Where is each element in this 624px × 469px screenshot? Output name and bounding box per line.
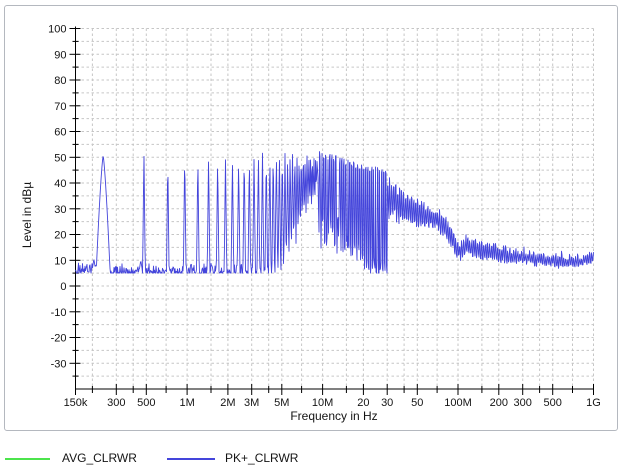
- svg-text:90: 90: [54, 49, 66, 61]
- svg-text:40: 40: [54, 178, 66, 190]
- svg-text:30: 30: [54, 204, 66, 216]
- svg-text:30: 30: [381, 397, 393, 409]
- svg-text:2M: 2M: [220, 397, 235, 409]
- svg-text:10M: 10M: [312, 397, 333, 409]
- svg-text:500: 500: [137, 397, 155, 409]
- svg-text:100: 100: [48, 24, 66, 36]
- svg-text:50: 50: [411, 397, 423, 409]
- svg-text:5M: 5M: [274, 397, 289, 409]
- chart-frame: [4, 5, 618, 431]
- legend-line-pk-clrwr: [167, 458, 215, 460]
- svg-text:1M: 1M: [179, 397, 194, 409]
- y-axis-title: Level in dBµ: [20, 181, 34, 249]
- svg-text:100M: 100M: [444, 397, 472, 409]
- svg-text:500: 500: [544, 397, 562, 409]
- svg-text:150k: 150k: [64, 397, 88, 409]
- svg-text:-20: -20: [51, 333, 67, 345]
- legend-line-avg-clrwr: [5, 458, 50, 460]
- x-axis-title: Frequency in Hz: [290, 409, 378, 423]
- svg-text:20: 20: [54, 230, 66, 242]
- svg-text:300: 300: [107, 397, 125, 409]
- svg-text:-10: -10: [51, 307, 67, 319]
- svg-text:80: 80: [54, 75, 66, 87]
- svg-text:0: 0: [60, 281, 66, 293]
- svg-text:70: 70: [54, 101, 66, 113]
- svg-text:300: 300: [514, 397, 532, 409]
- svg-text:60: 60: [54, 127, 66, 139]
- svg-text:3M: 3M: [244, 397, 259, 409]
- svg-text:-30: -30: [51, 358, 67, 370]
- svg-text:200: 200: [490, 397, 508, 409]
- legend-label-avg-clrwr: AVG_CLRWR: [62, 451, 137, 465]
- legend: AVG_CLRWR PK+_CLRWR: [0, 450, 624, 469]
- legend-label-pk-clrwr: PK+_CLRWR: [225, 451, 299, 465]
- svg-text:1G: 1G: [586, 397, 601, 409]
- svg-text:50: 50: [54, 152, 66, 164]
- svg-text:20: 20: [357, 397, 369, 409]
- svg-text:10: 10: [54, 255, 66, 267]
